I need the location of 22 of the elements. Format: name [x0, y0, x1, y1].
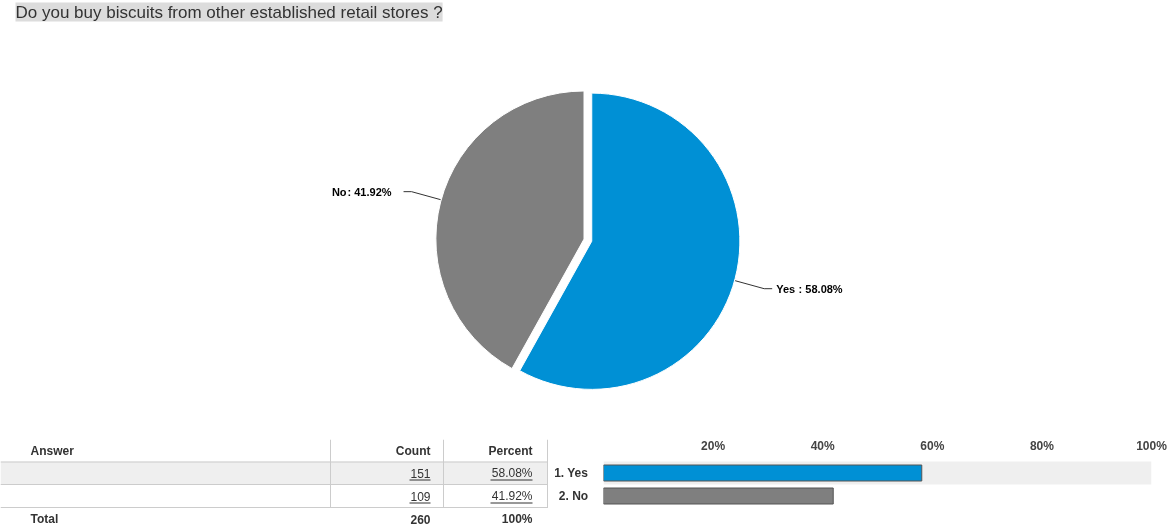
text: 109 [410, 489, 431, 504]
chart-title: Do you buy biscuits from other established retail stores ? [15, 2, 443, 22]
data-label: : 41.92% [347, 185, 392, 198]
text: Count [395, 443, 431, 458]
text: 100% [501, 512, 533, 526]
x-tick-label: 80% [1029, 438, 1055, 453]
data-label: 41.92% [491, 489, 533, 503]
text: 260 [410, 512, 431, 527]
x-tick-label: 60% [920, 438, 945, 453]
data-label: 58.08% [491, 466, 533, 480]
text: 151 [410, 466, 431, 481]
text: Total [30, 512, 59, 526]
data-label: : 58.08% [798, 282, 843, 295]
slice-label: No [331, 185, 347, 198]
text: Answer [30, 443, 75, 458]
y-tick-label: 2. No [558, 489, 589, 503]
x-tick-label: 20% [701, 438, 726, 453]
x-tick-label: 100% [1136, 438, 1167, 453]
y-tick-label: 1. Yes [554, 466, 589, 480]
x-tick-label: 40% [810, 438, 836, 453]
text: Percent [488, 443, 533, 458]
slice-label: Yes [776, 282, 796, 295]
